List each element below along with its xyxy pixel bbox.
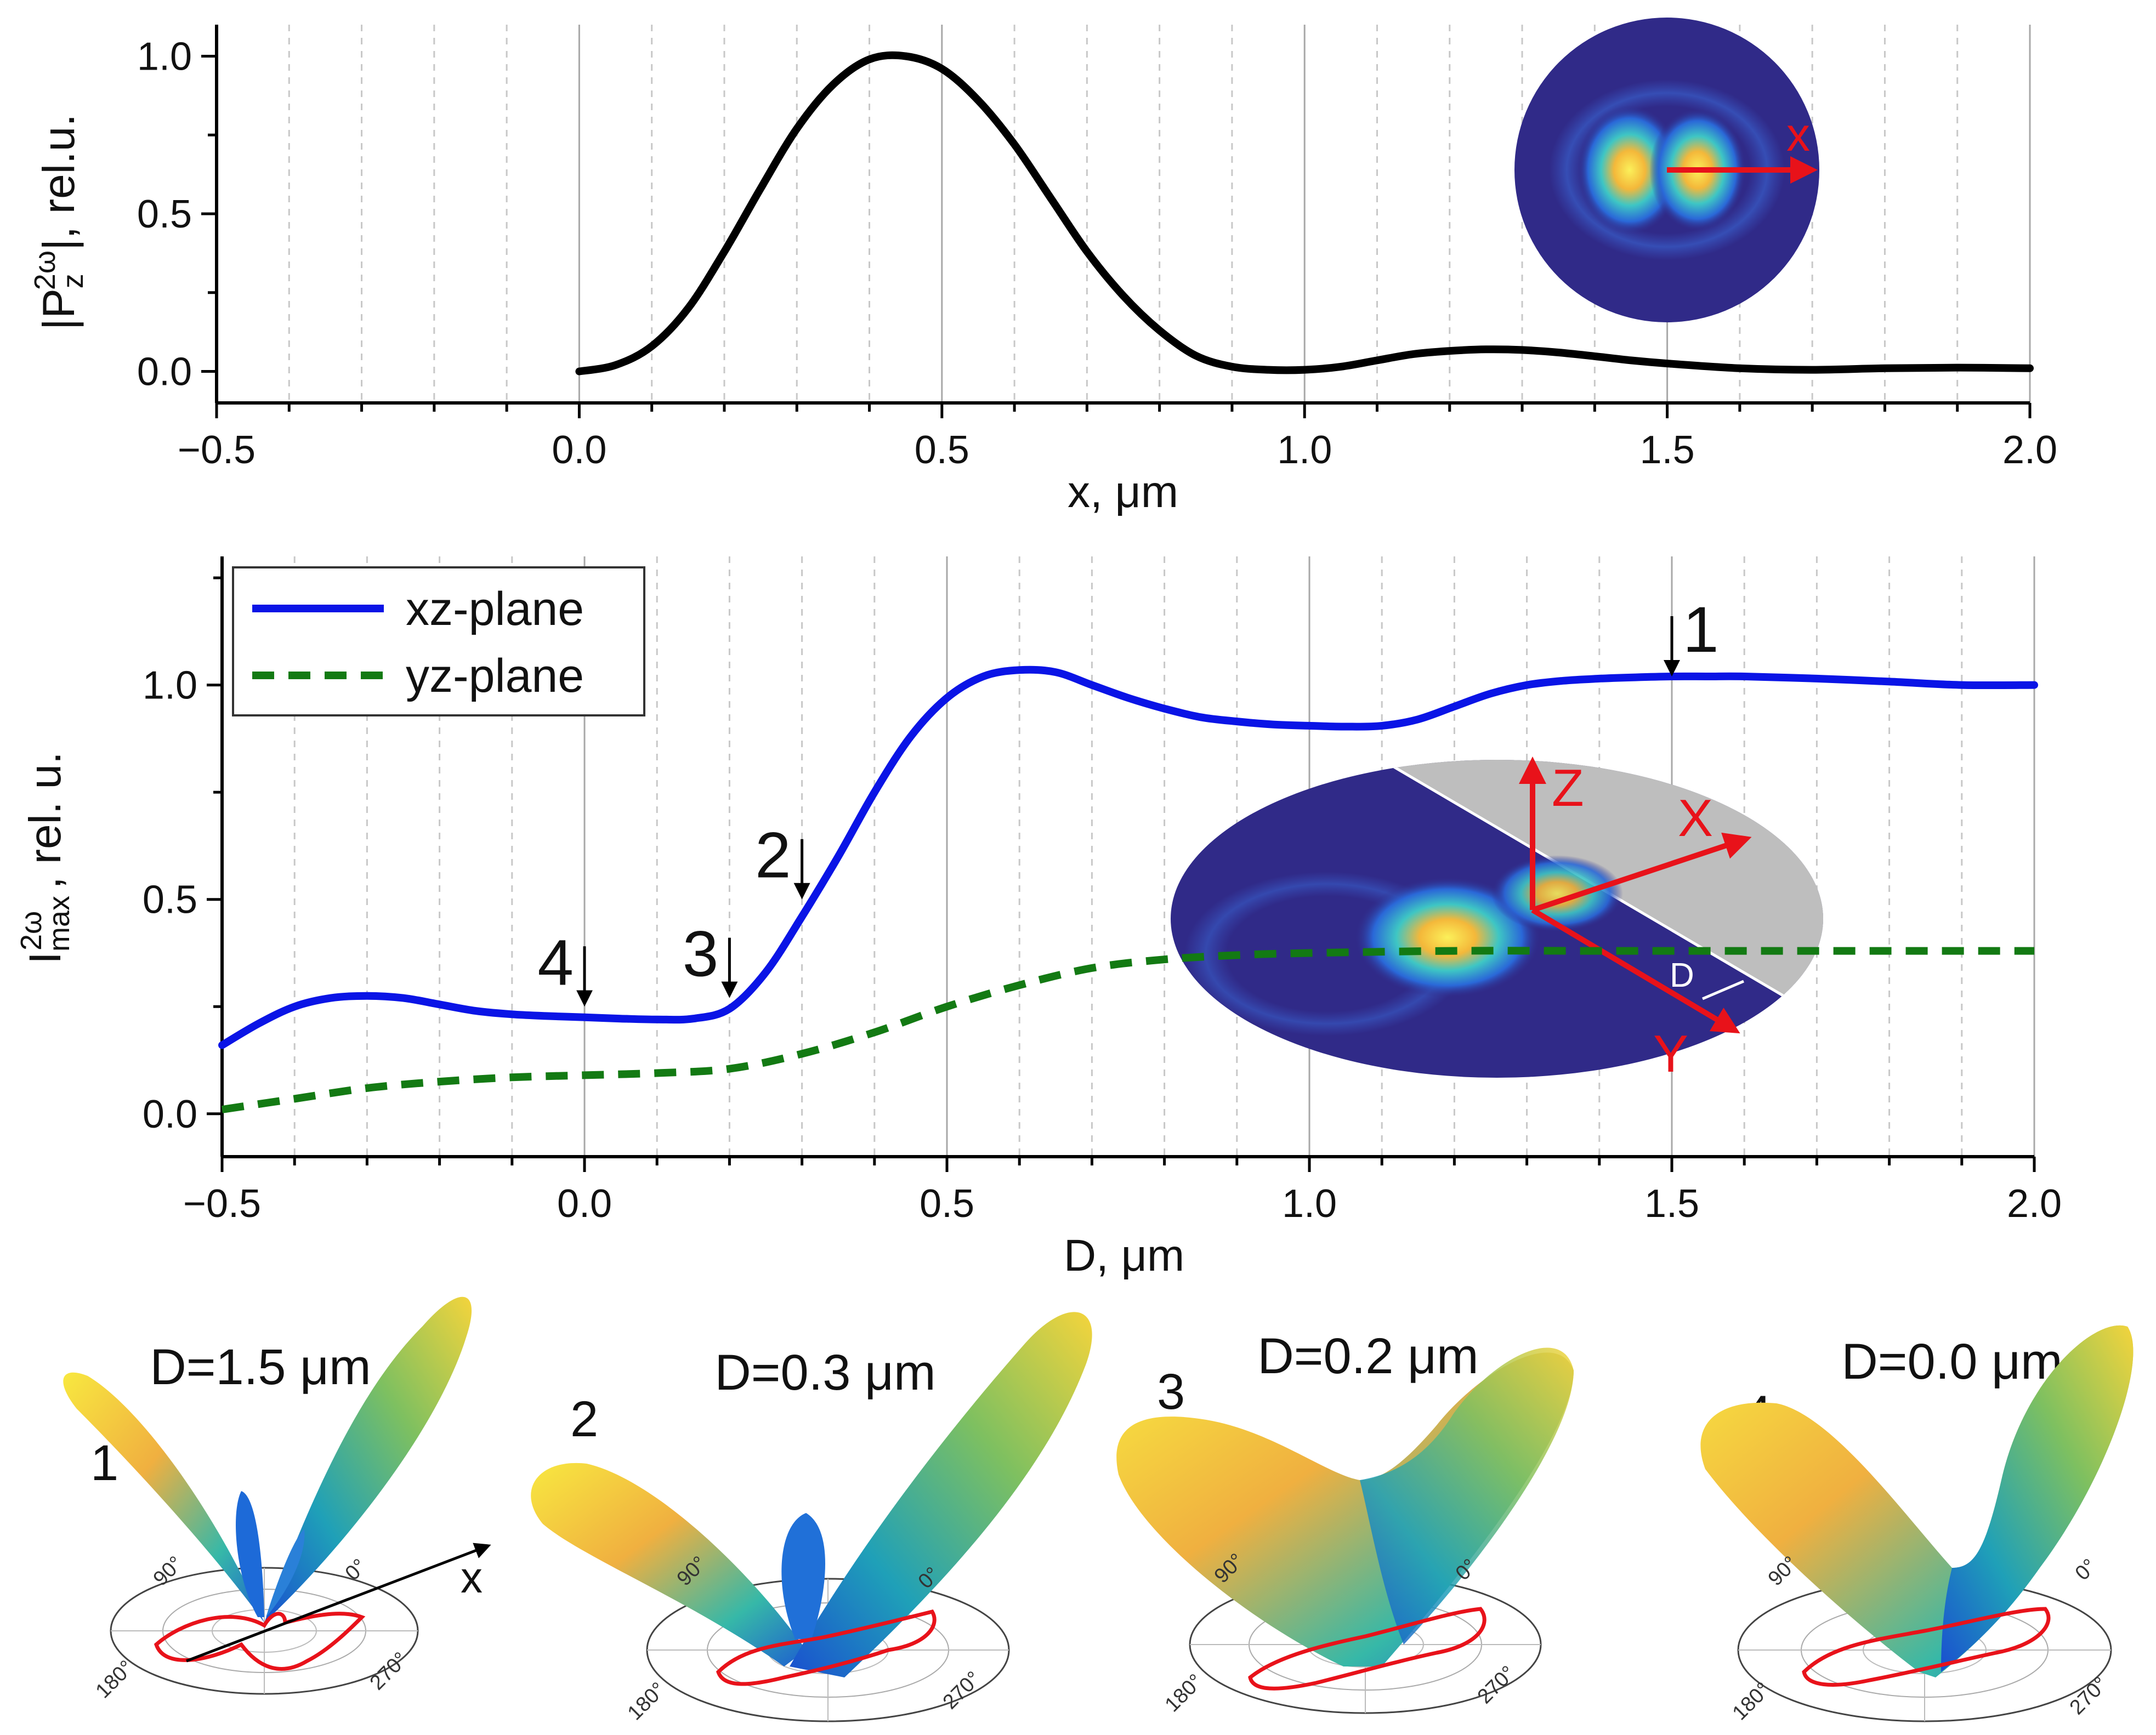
panel-2-number: 2 xyxy=(570,1391,598,1447)
panel-4-angle-0: 0° xyxy=(2071,1555,2101,1585)
c1-x-tick-label: 0.0 xyxy=(552,428,606,472)
c1-y-tick-label: 0.5 xyxy=(137,192,192,236)
panel-1: D=1.5 μm 1 x 90° 0° 180° 270° xyxy=(63,1296,491,1703)
panel-1-angle-90: 90° xyxy=(149,1552,188,1590)
c1-x-tick-label: 1.0 xyxy=(1277,428,1332,472)
chart2-inset-x-label: X xyxy=(1678,789,1713,847)
chart2-series-yz-line xyxy=(221,947,2034,1113)
panel-4-angle-270: 270° xyxy=(2066,1673,2112,1719)
c2-x-tick-label: −0.5 xyxy=(183,1182,261,1226)
panel-1-title: D=1.5 μm xyxy=(150,1339,371,1395)
c1-x-tick-label: −0.5 xyxy=(178,428,256,472)
panel-3-angle-180: 180° xyxy=(1161,1670,1207,1716)
annotation-label: 1 xyxy=(1683,594,1719,666)
c1-x-tick-label: 1.5 xyxy=(1640,428,1695,472)
chart-pz-profile: −0.5 0.0 0.5 1.0 1.5 2.0 0.0 0.5 1.0 x, μm |Pz2ω… xyxy=(29,18,2057,517)
chart1-inset-field-map: x xyxy=(1514,18,1819,322)
panel-2: D=0.3 μm 2 90° 0° 180° 270° xyxy=(531,1312,1092,1725)
panel-3-angle-270: 270° xyxy=(1473,1662,1520,1708)
chart2-inset-field-map: Z X Y D xyxy=(1171,756,1823,1083)
panel-2-title: D=0.3 μm xyxy=(714,1345,935,1401)
annotation-label: 3 xyxy=(683,918,719,991)
chart1-series-line xyxy=(575,51,2034,376)
c2-y-tick-label: 0.5 xyxy=(143,878,197,922)
c2-x-tick-label: 1.5 xyxy=(1644,1182,1699,1226)
c2-y-tick-label: 1.0 xyxy=(143,664,197,708)
c2-x-tick-label: 0.5 xyxy=(920,1182,974,1226)
chart-intensity-vs-d: −0.5 0.0 0.5 1.0 1.5 2.0 0.0 0.5 1.0 Z X Y D xyxy=(15,556,2062,1281)
c2-x-tick-label: 1.0 xyxy=(1282,1182,1337,1226)
chart2-series-xz-line xyxy=(218,665,2038,1049)
chart2-x-label: D, μm xyxy=(1064,1231,1184,1281)
c1-y-tick-label: 1.0 xyxy=(137,35,192,79)
panel-3: D=0.2 μm 3 90° 0° 180° 270° xyxy=(1116,1328,1574,1716)
c1-y-tick-label: 0.0 xyxy=(137,350,192,394)
c1-x-tick-label: 2.0 xyxy=(2002,428,2057,472)
chart1-x-label: x, μm xyxy=(1068,467,1178,517)
chart2-inset-d-label: D xyxy=(1670,957,1694,994)
chart2-legend: xz-plane yz-plane xyxy=(232,566,645,716)
panel-3-number: 3 xyxy=(1157,1364,1185,1420)
panel-3-title: D=0.2 μm xyxy=(1257,1328,1478,1384)
panel-4-title: D=0.0 μm xyxy=(1841,1334,2062,1390)
panel-1-x-label: x xyxy=(461,1553,483,1602)
c2-x-tick-label: 2.0 xyxy=(2007,1182,2062,1226)
chart1-ticks: −0.5 0.0 0.5 1.0 1.5 2.0 0.0 0.5 1.0 xyxy=(137,35,2057,473)
chart2-y-label: Imax2ω, rel. u. xyxy=(15,752,76,964)
chart1-inset-x-label: x xyxy=(1786,109,1810,161)
annotation-label: 4 xyxy=(537,926,574,999)
legend-label-xz: xz-plane xyxy=(406,583,584,635)
annotation-label: 2 xyxy=(755,820,791,892)
radiation-pattern-panels: D=1.5 μm 1 x 90° 0° 180° 270° D=0.3 μm 2 xyxy=(63,1296,2134,1725)
chart1-y-label: |Pz2ω|, rel.u. xyxy=(29,114,89,330)
chart2-inset-y-label: Y xyxy=(1653,1025,1688,1083)
c2-x-tick-label: 0.0 xyxy=(557,1182,612,1226)
panel-4-angle-180: 180° xyxy=(1728,1678,1775,1725)
panel-2-angle-180: 180° xyxy=(623,1678,670,1725)
c2-y-tick-label: 0.0 xyxy=(143,1093,197,1136)
chart2-inset-z-label: Z xyxy=(1552,759,1584,817)
c1-x-tick-label: 0.5 xyxy=(915,428,969,472)
chart2-ticks: −0.5 0.0 0.5 1.0 1.5 2.0 0.0 0.5 1.0 xyxy=(143,576,2062,1226)
panel-1-angle-0: 0° xyxy=(341,1555,371,1585)
legend-label-yz: yz-plane xyxy=(406,650,584,702)
panel-4: D=0.0 μm 4 90° 0° 180° 270° xyxy=(1700,1325,2134,1725)
chart2-annotations: 1 23 4 xyxy=(537,594,1719,1007)
